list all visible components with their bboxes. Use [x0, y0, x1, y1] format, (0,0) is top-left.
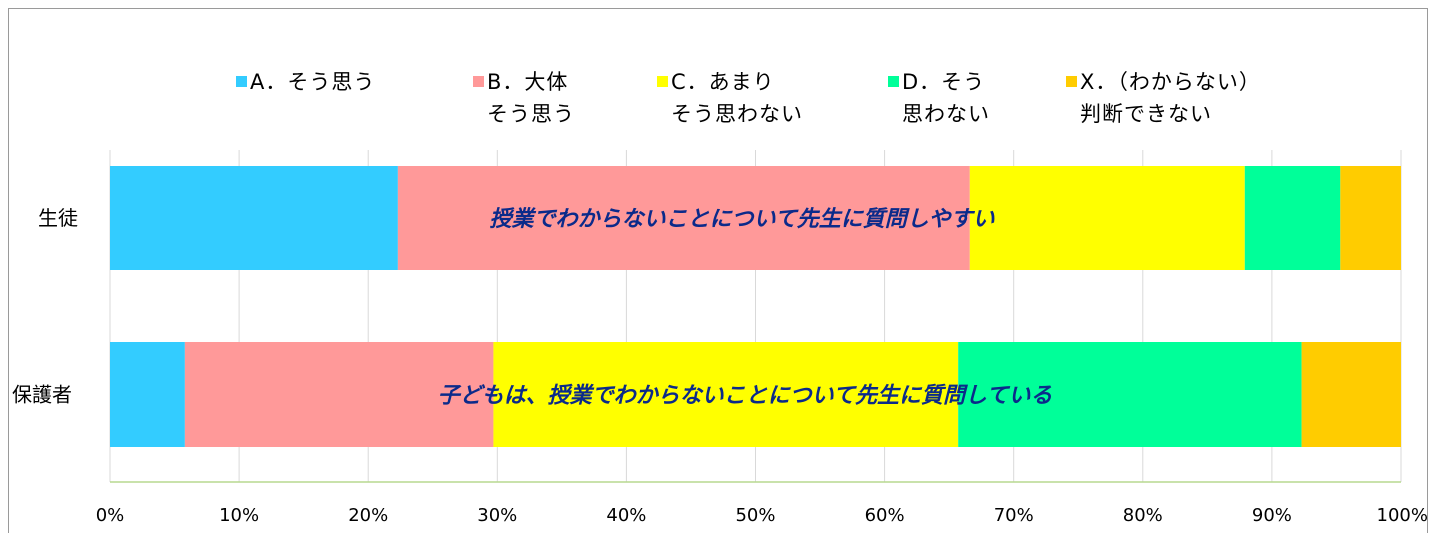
bar-segment-student-d — [1244, 166, 1341, 270]
legend-label-b-line1: B．大体 — [487, 70, 569, 94]
x-tick-label: 50% — [735, 505, 775, 526]
legend-label-c-line2: そう思わない — [671, 102, 803, 126]
x-tick-label: 20% — [348, 505, 388, 526]
legend-label-b-line2: そう思う — [487, 102, 575, 126]
legend-swatch-c — [657, 76, 668, 87]
bar-segment-guardian-c — [493, 342, 959, 447]
bar-segment-student-x — [1340, 166, 1401, 270]
legend-label-d-line1: D．そう — [902, 70, 986, 94]
legend-swatch-x — [1066, 76, 1077, 87]
bar-title-guardian: 子どもは、授業でわからないことについて先生に質問している — [438, 384, 1053, 409]
legend: A．そう思う B．大体 そう思う C．あまり そう思わない D．そう 思わない … — [0, 66, 1431, 136]
x-tick-label: 90% — [1252, 505, 1292, 526]
legend-swatch-a — [236, 76, 247, 87]
legend-swatch-d — [888, 76, 899, 87]
legend-label-x-line2: 判断できない — [1080, 102, 1212, 126]
bar-segment-student-b — [397, 166, 970, 270]
bar-segment-guardian-x — [1301, 342, 1401, 447]
bar-segment-student-c — [969, 166, 1245, 270]
bar-segment-guardian-a — [110, 342, 185, 447]
x-tick-label: 40% — [606, 505, 646, 526]
x-tick-label: 100% — [1377, 505, 1428, 526]
legend-label-a-line1: A．そう思う — [250, 70, 376, 94]
x-tick-label: 30% — [477, 505, 517, 526]
x-tick-label: 70% — [994, 505, 1034, 526]
x-tick-label: 80% — [1123, 505, 1163, 526]
category-label-guardian: 保護者 — [12, 383, 72, 407]
chart-frame — [8, 8, 1428, 533]
category-label-student: 生徒 — [38, 206, 78, 230]
legend-label-d-line2: 思わない — [902, 102, 990, 126]
legend-label-c-line1: C．あまり — [671, 70, 775, 94]
x-tick-label: 60% — [865, 505, 905, 526]
legend-label-x-line1: X．（わからない） — [1080, 70, 1261, 94]
x-tick-label: 0% — [96, 505, 125, 526]
x-tick-label: 10% — [219, 505, 259, 526]
bar-segment-guardian-b — [184, 342, 494, 447]
bar-title-student: 授業でわからないことについて先生に質問しやすい — [489, 207, 995, 232]
bar-segment-student-a — [110, 166, 398, 270]
legend-swatch-b — [473, 76, 484, 87]
bar-segment-guardian-d — [958, 342, 1302, 447]
